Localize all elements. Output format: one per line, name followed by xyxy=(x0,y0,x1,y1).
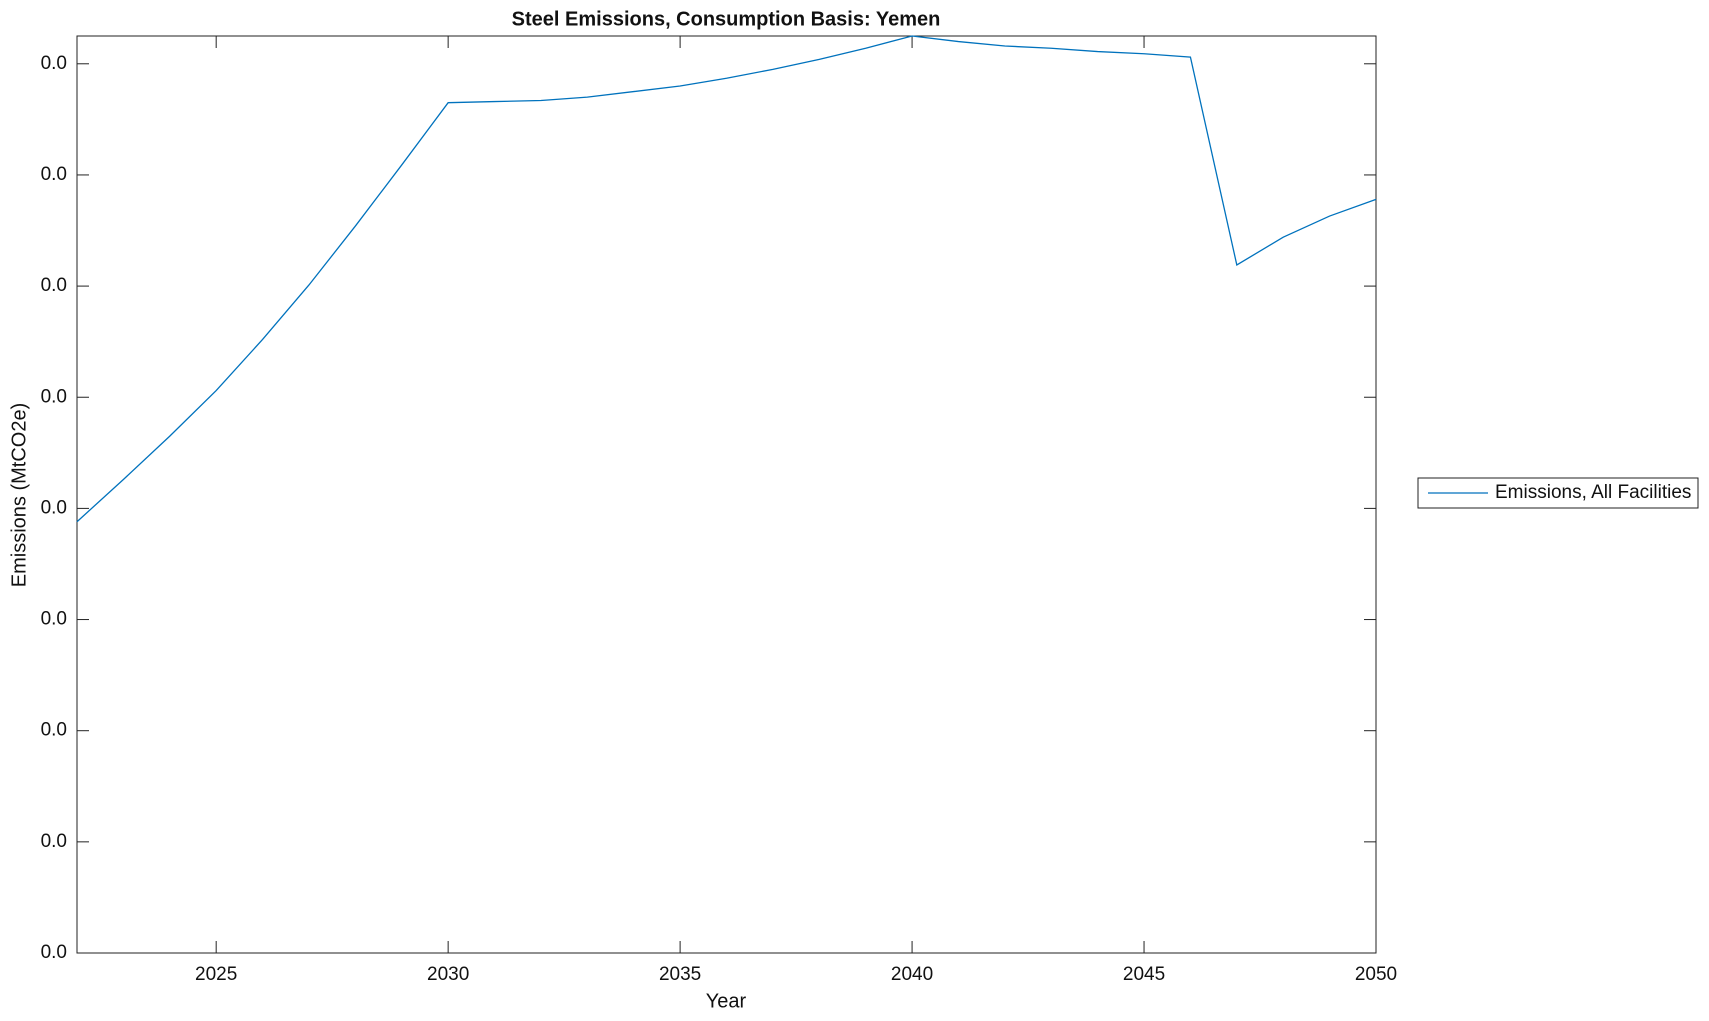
y-tick-label: 0.0 xyxy=(41,831,67,852)
y-tick-label: 0.0 xyxy=(41,386,67,407)
y-tick-label: 0.0 xyxy=(41,497,67,518)
x-axis-label: Year xyxy=(706,990,747,1012)
x-tick-label: 2040 xyxy=(891,964,933,985)
x-tick-label: 2035 xyxy=(659,964,701,985)
data-line xyxy=(76,35,1377,523)
x-tick-label: 2025 xyxy=(195,964,237,985)
x-tick-label: 2050 xyxy=(1355,964,1397,985)
x-tick-label: 2045 xyxy=(1123,964,1165,985)
chart-title: Steel Emissions, Consumption Basis: Yeme… xyxy=(512,8,941,30)
legend-label: Emissions, All Facilities xyxy=(1495,482,1691,503)
y-axis-label: Emissions (MtCO2e) xyxy=(8,403,30,587)
y-tick-label: 0.0 xyxy=(41,164,67,185)
y-tick-label: 0.0 xyxy=(41,720,67,741)
y-tick-label: 0.0 xyxy=(41,942,67,963)
x-tick-label: 2030 xyxy=(427,964,469,985)
y-tick-label: 0.0 xyxy=(41,275,67,296)
plot-frame xyxy=(76,35,1377,954)
y-tick-label: 0.0 xyxy=(41,53,67,74)
y-tick-label: 0.0 xyxy=(41,609,67,630)
